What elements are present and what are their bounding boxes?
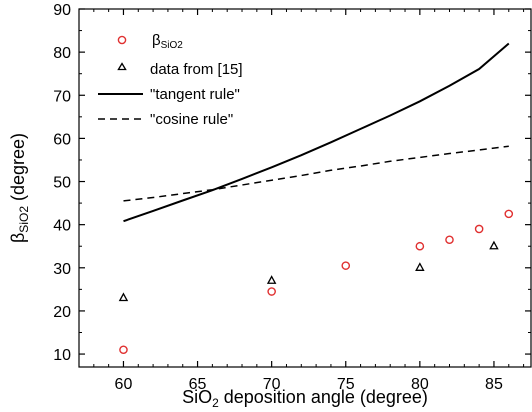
- data-point-beta: [415, 241, 425, 251]
- y-tick-label: 70: [53, 88, 71, 105]
- x-tick-label: 65: [189, 376, 207, 393]
- y-axis-title-greek: β: [8, 233, 28, 243]
- y-tick-label: 80: [53, 45, 71, 62]
- data-point-beta: [341, 261, 351, 270]
- series-line-tangent: [123, 42, 510, 223]
- x-tick-label: 80: [411, 376, 429, 393]
- y-axis-title: βSiO2 (degree): [8, 133, 31, 243]
- data-point-beta: [445, 235, 454, 245]
- legend-triangle-marker: [117, 62, 127, 71]
- series-markers: [118, 209, 514, 355]
- data-point-beta: [504, 209, 514, 219]
- legend-label-tangent: "tangent rule": [150, 86, 240, 103]
- legend-label-cosine: "cosine rule": [150, 111, 233, 128]
- legend-beta-greek: β: [152, 32, 161, 49]
- plot-frame: [78, 8, 532, 368]
- data-point-beta: [267, 287, 276, 296]
- y-tick-label: 30: [53, 261, 71, 278]
- legend-beta-sub: SiO2: [161, 40, 184, 51]
- legend-label-data15: data from [15]: [150, 61, 243, 78]
- x-axis-title-post: deposition angle (degree): [219, 387, 428, 407]
- data-point-beta: [119, 345, 128, 355]
- y-tick-label: 90: [53, 2, 71, 19]
- y-tick-label: 40: [53, 218, 71, 235]
- x-tick-labels: 60 65 70 75 80 85: [115, 376, 503, 393]
- y-tick-label: 60: [53, 131, 71, 148]
- y-tick-label: 20: [53, 304, 71, 321]
- legend-circle-marker: [117, 35, 127, 45]
- y-tick-labels: 10 20 30 40 50 60 70 80 90: [53, 2, 71, 364]
- x-axis-title-sub: 2: [212, 396, 219, 410]
- x-axis-title: SiO2 deposition angle (degree): [182, 387, 428, 410]
- y-tick-label: 10: [53, 347, 71, 364]
- x-tick-label: 85: [485, 376, 503, 393]
- axis-ticks: [78, 8, 531, 367]
- series-line-cosine: [123, 145, 509, 202]
- x-tick-label: 60: [115, 376, 133, 393]
- y-axis-title-sub: SiO2: [17, 206, 31, 233]
- legend-label-beta: βSiO2: [152, 32, 183, 51]
- data-point-beta: [474, 224, 484, 234]
- x-tick-label: 70: [263, 376, 281, 393]
- data-point-data15: [118, 292, 129, 302]
- legend: βSiO2 data from [15] "tangent rule" "cos…: [98, 32, 243, 128]
- y-tick-label: 50: [53, 175, 71, 192]
- series-lines: [123, 42, 510, 223]
- data-point-data15: [266, 275, 277, 284]
- y-axis-title-post: (degree): [8, 133, 28, 206]
- x-tick-label: 75: [337, 376, 355, 393]
- data-point-data15: [415, 262, 425, 271]
- x-axis-title-pre: SiO: [182, 387, 212, 407]
- data-point-data15: [489, 240, 499, 250]
